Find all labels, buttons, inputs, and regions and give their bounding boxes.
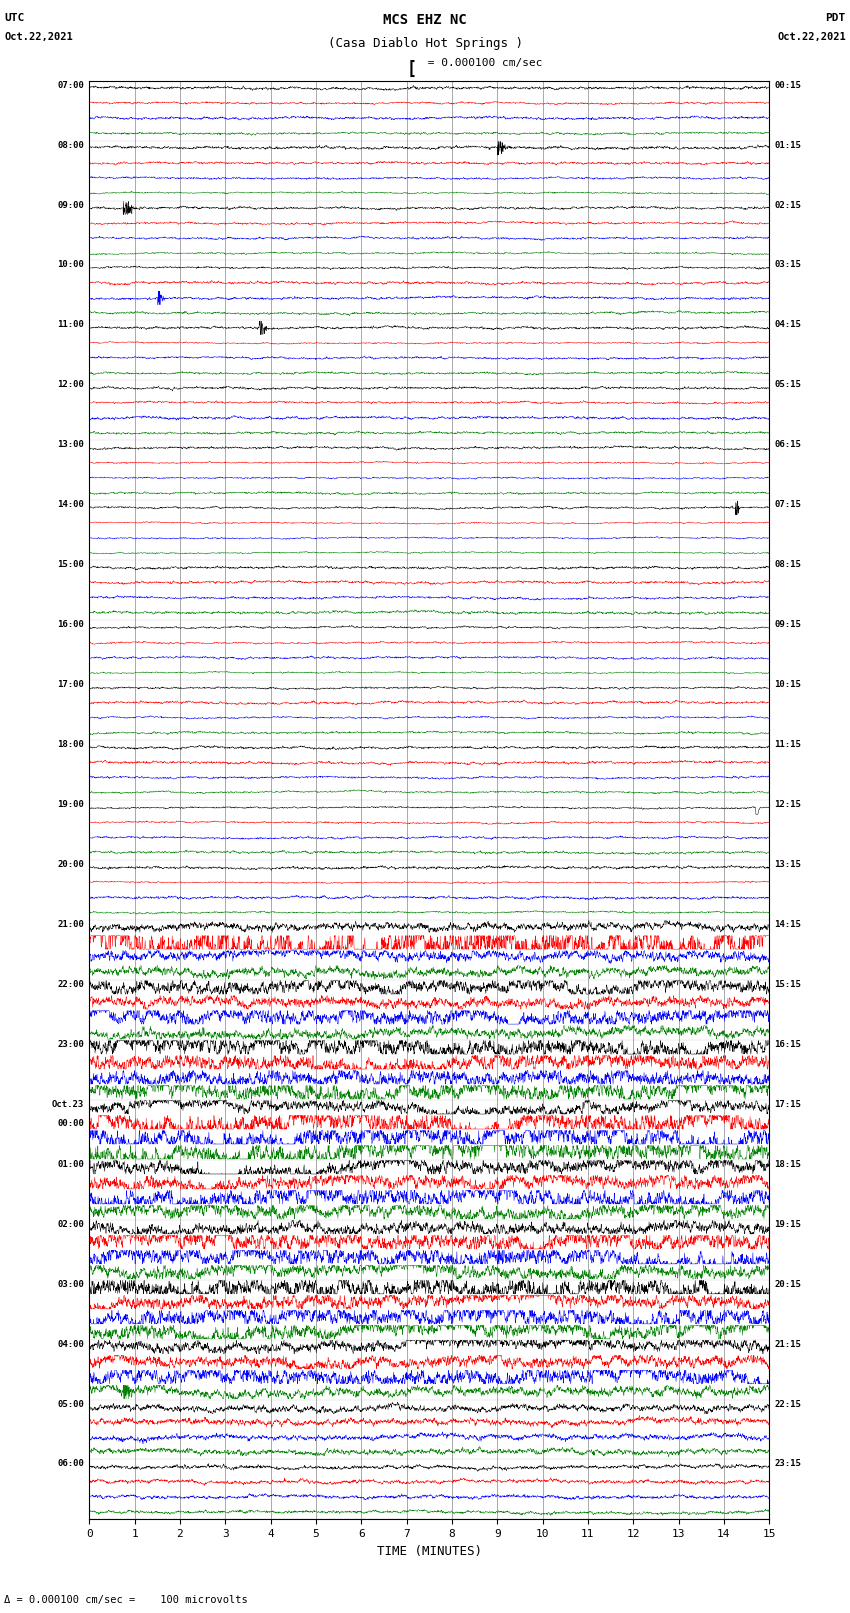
Text: 03:00: 03:00: [57, 1279, 84, 1289]
Text: = 0.000100 cm/sec: = 0.000100 cm/sec: [421, 58, 542, 68]
Text: 00:15: 00:15: [774, 81, 802, 90]
Text: (Casa Diablo Hot Springs ): (Casa Diablo Hot Springs ): [327, 37, 523, 50]
Text: 11:15: 11:15: [774, 740, 802, 748]
Text: 07:15: 07:15: [774, 500, 802, 510]
Text: 23:00: 23:00: [57, 1040, 84, 1048]
Text: 09:15: 09:15: [774, 621, 802, 629]
Text: Oct.22,2021: Oct.22,2021: [777, 32, 846, 42]
Text: 12:00: 12:00: [57, 381, 84, 389]
Text: 03:15: 03:15: [774, 260, 802, 269]
Text: 10:00: 10:00: [57, 260, 84, 269]
Text: 23:15: 23:15: [774, 1460, 802, 1468]
Text: 15:15: 15:15: [774, 981, 802, 989]
Text: 08:00: 08:00: [57, 140, 84, 150]
Text: PDT: PDT: [825, 13, 846, 23]
Text: 14:00: 14:00: [57, 500, 84, 510]
Text: 02:15: 02:15: [774, 200, 802, 210]
Text: MCS EHZ NC: MCS EHZ NC: [383, 13, 467, 27]
Text: 14:15: 14:15: [774, 919, 802, 929]
Text: 00:00: 00:00: [57, 1119, 84, 1127]
Text: 11:00: 11:00: [57, 321, 84, 329]
Text: 05:00: 05:00: [57, 1400, 84, 1408]
Text: [: [: [406, 60, 416, 77]
Text: UTC: UTC: [4, 13, 25, 23]
Text: 18:15: 18:15: [774, 1160, 802, 1169]
Text: 16:00: 16:00: [57, 621, 84, 629]
Text: 01:00: 01:00: [57, 1160, 84, 1169]
Text: 08:15: 08:15: [774, 560, 802, 569]
Text: 15:00: 15:00: [57, 560, 84, 569]
Text: 17:00: 17:00: [57, 681, 84, 689]
Text: 01:15: 01:15: [774, 140, 802, 150]
X-axis label: TIME (MINUTES): TIME (MINUTES): [377, 1545, 482, 1558]
Text: Oct.22,2021: Oct.22,2021: [4, 32, 73, 42]
Text: 18:00: 18:00: [57, 740, 84, 748]
Text: 21:15: 21:15: [774, 1339, 802, 1348]
Text: 20:15: 20:15: [774, 1279, 802, 1289]
Text: 12:15: 12:15: [774, 800, 802, 810]
Text: Δ = 0.000100 cm/sec =    100 microvolts: Δ = 0.000100 cm/sec = 100 microvolts: [4, 1595, 248, 1605]
Text: 05:15: 05:15: [774, 381, 802, 389]
Text: 20:00: 20:00: [57, 860, 84, 869]
Text: 02:00: 02:00: [57, 1219, 84, 1229]
Text: 19:15: 19:15: [774, 1219, 802, 1229]
Text: 22:15: 22:15: [774, 1400, 802, 1408]
Text: 06:15: 06:15: [774, 440, 802, 450]
Text: 19:00: 19:00: [57, 800, 84, 810]
Text: 09:00: 09:00: [57, 200, 84, 210]
Text: 10:15: 10:15: [774, 681, 802, 689]
Text: 13:00: 13:00: [57, 440, 84, 450]
Text: 07:00: 07:00: [57, 81, 84, 90]
Text: 16:15: 16:15: [774, 1040, 802, 1048]
Text: 21:00: 21:00: [57, 919, 84, 929]
Text: Oct.23: Oct.23: [52, 1100, 84, 1108]
Text: 17:15: 17:15: [774, 1100, 802, 1108]
Text: 04:00: 04:00: [57, 1339, 84, 1348]
Text: 06:00: 06:00: [57, 1460, 84, 1468]
Text: 13:15: 13:15: [774, 860, 802, 869]
Text: 04:15: 04:15: [774, 321, 802, 329]
Text: 22:00: 22:00: [57, 981, 84, 989]
